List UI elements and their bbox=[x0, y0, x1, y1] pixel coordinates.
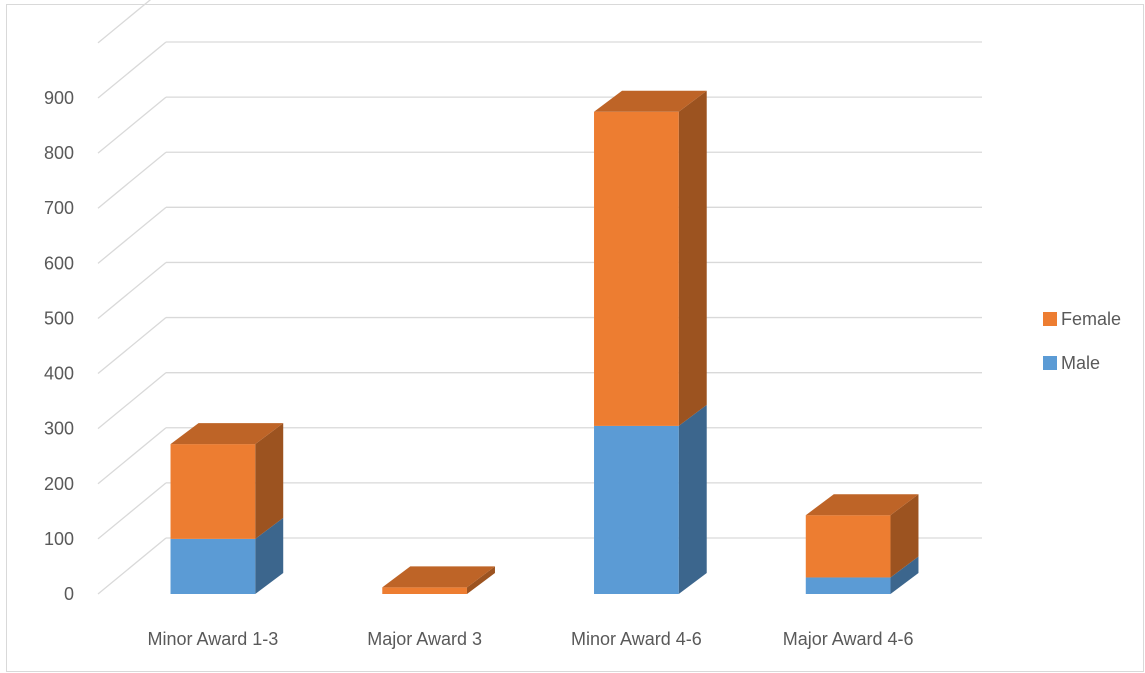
bar-segment-female bbox=[594, 111, 679, 426]
bar-segment-female bbox=[805, 515, 891, 578]
gridline-side-1 bbox=[97, 482, 167, 540]
bars bbox=[170, 90, 919, 594]
gridline-side-9 bbox=[97, 41, 167, 99]
y-tick-label: 700 bbox=[44, 198, 74, 218]
bar-side-female bbox=[255, 423, 284, 539]
y-tick-label: 800 bbox=[44, 143, 74, 163]
gridline-side-4 bbox=[97, 317, 167, 375]
bar-side-male bbox=[255, 517, 284, 594]
bar-side-male bbox=[678, 404, 707, 594]
gridline-side-2 bbox=[97, 427, 167, 485]
y-tick-label: 600 bbox=[44, 253, 74, 273]
bar-side-male bbox=[890, 556, 919, 594]
legend-swatch-male bbox=[1043, 356, 1057, 370]
y-tick-label: 900 bbox=[44, 88, 74, 108]
gridline-side-8 bbox=[97, 96, 167, 154]
y-tick-label: 400 bbox=[44, 364, 74, 384]
bar-stack bbox=[594, 90, 707, 594]
bar-side-female bbox=[890, 494, 919, 578]
legend-label-male: Male bbox=[1061, 353, 1100, 373]
x-axis-category-labels: Minor Award 1-3 Major Award 3 Minor Award … bbox=[148, 629, 914, 649]
bar-segment-male bbox=[805, 577, 891, 594]
x-category-label: Minor Award 1-3 bbox=[148, 629, 279, 649]
bar-segment-female bbox=[170, 444, 256, 539]
bar-stack bbox=[805, 494, 919, 594]
y-tick-label: 500 bbox=[44, 308, 74, 328]
gridline-side-7 bbox=[97, 151, 167, 209]
bar-top-female bbox=[594, 90, 707, 112]
bar-side-female bbox=[466, 566, 495, 594]
bar-side-female bbox=[678, 90, 707, 426]
y-tick-label: 0 bbox=[64, 584, 74, 604]
x-category-label: Major Award 4-6 bbox=[783, 629, 914, 649]
bar-segment-male bbox=[594, 425, 679, 594]
y-tick-label: 300 bbox=[44, 419, 74, 439]
gridline-side-3 bbox=[97, 372, 167, 430]
bar-stack bbox=[170, 423, 284, 594]
bar-stack bbox=[382, 566, 495, 594]
y-tick-label: 200 bbox=[44, 474, 74, 494]
bar-top-female bbox=[382, 566, 495, 588]
gridline-side-6 bbox=[97, 206, 167, 264]
bar-segment-female bbox=[382, 587, 467, 594]
gridline-side-10 bbox=[97, 0, 152, 44]
bar-segment-male bbox=[170, 538, 256, 594]
legend-swatch-female bbox=[1043, 312, 1057, 326]
x-category-label: Major Award 3 bbox=[367, 629, 482, 649]
y-axis-tick-labels: 0 100 200 300 400 500 600 700 800 900 bbox=[44, 88, 74, 604]
bar-top-female bbox=[805, 494, 919, 516]
x-category-label: Minor Award 4-6 bbox=[571, 629, 702, 649]
legend: Female Male bbox=[1043, 309, 1121, 373]
legend-label-female: Female bbox=[1061, 309, 1121, 329]
y-tick-label: 100 bbox=[44, 529, 74, 549]
bar-top-female bbox=[170, 423, 284, 445]
chart-walls bbox=[97, 0, 982, 595]
gridline-side-0 bbox=[97, 537, 167, 595]
gridline-side-5 bbox=[97, 261, 167, 319]
